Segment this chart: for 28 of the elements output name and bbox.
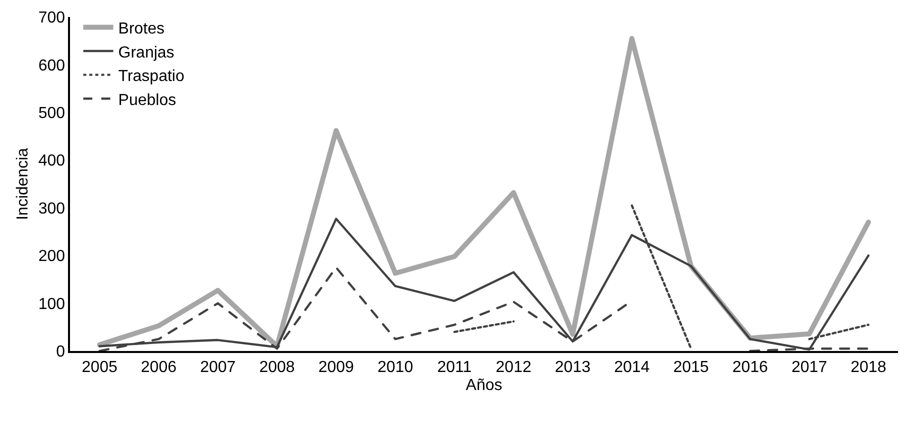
y-tick-label: 500 xyxy=(38,105,66,122)
x-tick-label: 2018 xyxy=(850,358,886,376)
x-tick-label: 2010 xyxy=(377,358,414,376)
y-tick-label: 100 xyxy=(38,296,66,313)
x-tick-label: 2011 xyxy=(437,358,472,376)
legend-label: Pueblos xyxy=(118,92,176,109)
y-tick-label: 700 xyxy=(38,10,66,27)
legend-label: Traspatio xyxy=(118,68,184,86)
legend-label: Brotes xyxy=(118,20,165,38)
x-tick-label: 2005 xyxy=(82,358,118,376)
x-tick-label: 2008 xyxy=(259,358,295,376)
x-tick-label: 2007 xyxy=(200,358,236,376)
legend-label: Granjas xyxy=(118,44,174,62)
x-tick-label: 2009 xyxy=(318,358,354,376)
y-tick-label: 300 xyxy=(38,200,66,218)
x-tick-label: 2013 xyxy=(554,358,591,376)
x-tick-label: 2014 xyxy=(614,358,650,376)
y-tick-label: 0 xyxy=(56,344,66,361)
y-tick-label: 400 xyxy=(38,152,66,170)
x-tick-label: 2006 xyxy=(140,358,177,376)
x-axis-title: Años xyxy=(466,377,502,394)
y-tick-label: 600 xyxy=(38,57,66,74)
x-tick-label: 2012 xyxy=(496,358,532,376)
x-tick-label: 2016 xyxy=(732,358,768,376)
x-tick-label: 2015 xyxy=(673,358,709,376)
y-axis-title: Incidencia xyxy=(14,148,32,220)
y-tick-label: 200 xyxy=(38,248,66,266)
x-tick-label: 2017 xyxy=(791,358,828,376)
